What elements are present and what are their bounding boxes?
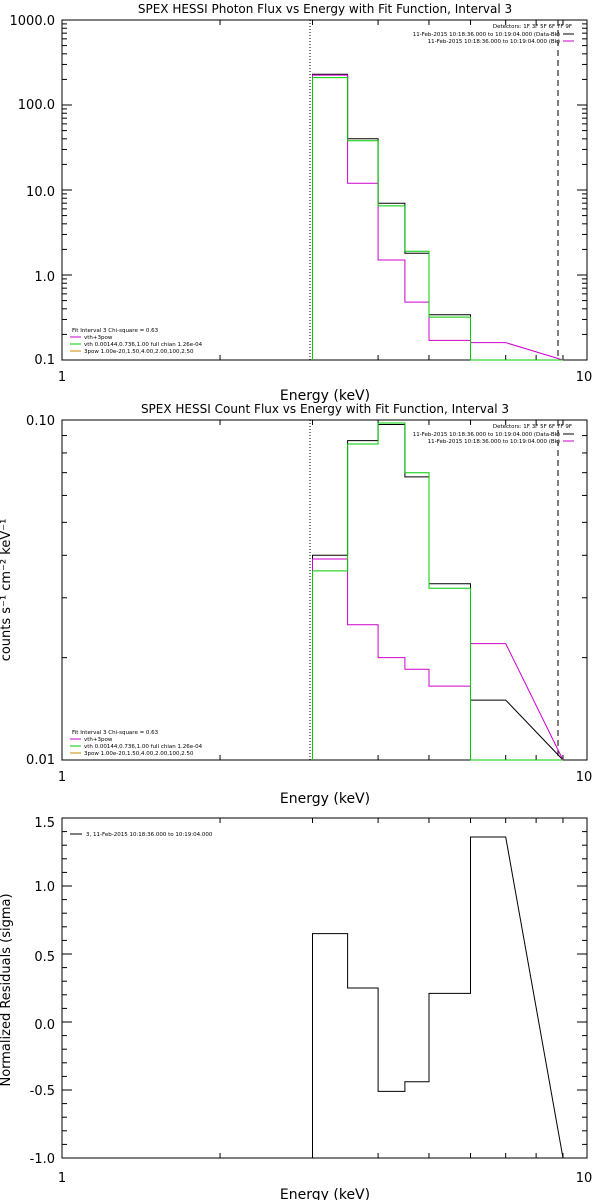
panel-1-series <box>312 73 564 361</box>
panel-2-series <box>312 422 564 761</box>
panel-1-legend-bottom-item-1: vth 0.00144,0.736,1.00 full chian 1.26e-… <box>84 342 203 348</box>
panel-3-xlabel: Energy (keV) <box>280 1187 370 1200</box>
panel-1-title: SPEX HESSI Photon Flux vs Energy with Fi… <box>138 2 512 16</box>
panel-1-xtick-1: 10 <box>576 370 593 385</box>
panel-count-flux: SPEX HESSI Count Flux vs Energy with Fit… <box>0 402 592 807</box>
panel-3-ytick-1: -0.5 <box>30 1084 55 1099</box>
panel-2-ylabel: counts s⁻¹ cm⁻² keV⁻¹ <box>0 519 14 662</box>
panel-3-ytick-2: 0.0 <box>34 1018 55 1033</box>
panel-2-frame <box>61 419 588 761</box>
panel-1-ytick-3: 100.0 <box>18 98 55 113</box>
panel-3-ytick-5: 1.5 <box>34 816 55 831</box>
panel-2-legend-bottom-item-0: vth+3pow <box>84 737 113 743</box>
panel-2-legend-bottom-item-1: vth 0.00144,0.736,1.00 full chian 1.26e-… <box>84 744 203 750</box>
panel-3-series <box>312 836 564 1159</box>
panel-2-ytick-1: 0.10 <box>26 414 55 429</box>
panel-1-ytick-2: 10.0 <box>26 185 55 200</box>
panel-1-legend-bottom-item-0: vth+3pow <box>84 335 113 341</box>
panel-3-legend-top-item-0: 3, 11-Feb-2015 10:18:36.000 to 10:19:04.… <box>86 832 213 838</box>
series-0-step-line <box>312 424 564 761</box>
panel-3-ticks <box>62 817 587 1159</box>
panel-1-frame <box>61 19 588 361</box>
panel-2-legend-bottom-item-2: 3pow 1.00e-20,1.50,4.00,2.00,100,2.50 <box>84 751 194 757</box>
panel-3-ylabel: Normalized Residuals (sigma) <box>0 893 14 1086</box>
series-1-step-line <box>312 558 564 761</box>
panel-residuals: -1.0 -0.5 0.0 0.5 1.0 1.5 1 10 Energy (k… <box>0 816 592 1200</box>
panel-1-xtick-0: 1 <box>58 370 66 385</box>
panel-1-ytick-0: 0.1 <box>34 353 55 368</box>
panel-1-legend-bottom-item-2: 3pow 1.00e-20,1.50,4.00,2.00,100,2.50 <box>84 349 194 355</box>
panel-1-legend-bottom: Fit Interval 3 Chi-square = 0.63 vth+3po… <box>70 328 203 355</box>
panel-1-legend-top-header: Detectors: 1F 3F 5F 6F 7F 9F <box>493 24 572 30</box>
panel-1-legend-top: Detectors: 1F 3F 5F 6F 7F 9F 11-Feb-2015… <box>413 24 574 45</box>
panel-2-legend-top-item-0: 11-Feb-2015 10:18:36.000 to 10:19:04.000… <box>413 432 560 438</box>
series-0-step-line <box>312 836 564 1159</box>
panel-2-xtick-1: 10 <box>576 770 593 785</box>
panel-3-ytick-0: -1.0 <box>30 1152 55 1167</box>
panel-1-ytick-1: 1.0 <box>34 270 55 285</box>
panel-2-ytick-0: 0.01 <box>26 753 55 768</box>
panel-photon-flux: SPEX HESSI Photon Flux vs Energy with Fi… <box>10 2 593 404</box>
panel-2-legend-top: Detectors: 1F 3F 5F 6F 7F 9F 11-Feb-2015… <box>413 424 574 445</box>
panel-2-legend-top-item-1: 11-Feb-2015 10:18:36.000 to 10:19:04.000… <box>428 439 560 445</box>
panel-2-ticks <box>62 419 587 761</box>
panel-1-legend-top-item-1: 11-Feb-2015 10:18:36.000 to 10:19:04.000… <box>428 39 560 45</box>
panel-2-legend-bottom-header: Fit Interval 3 Chi-square = 0.63 <box>72 730 159 736</box>
panel-1-ticks <box>62 19 587 361</box>
panel-3-xtick-1: 10 <box>576 1171 593 1186</box>
panel-1-ytick-4: 1000.0 <box>10 14 56 29</box>
series-2-step-line <box>312 77 563 361</box>
panel-1-xlabel: Energy (keV) <box>280 388 370 404</box>
panel-2-xlabel: Energy (keV) <box>280 791 370 807</box>
panel-3-frame <box>61 817 588 1159</box>
panel-3-ytick-3: 0.5 <box>34 950 55 965</box>
series-2-step-line <box>312 422 563 761</box>
panel-3-ytick-4: 1.0 <box>34 880 55 895</box>
panel-2-legend-bottom: Fit Interval 3 Chi-square = 0.63 vth+3po… <box>70 730 203 757</box>
panel-2-xtick-0: 1 <box>58 770 66 785</box>
panel-3-xtick-0: 1 <box>58 1171 66 1186</box>
panel-2-title: SPEX HESSI Count Flux vs Energy with Fit… <box>141 402 509 416</box>
panel-1-legend-top-item-0: 11-Feb-2015 10:18:36.000 to 10:19:04.000… <box>413 32 560 38</box>
panel-2-legend-top-header: Detectors: 1F 3F 5F 6F 7F 9F <box>493 424 572 430</box>
panel-1-legend-bottom-header: Fit Interval 3 Chi-square = 0.63 <box>72 328 159 334</box>
panel-3-legend-top: 3, 11-Feb-2015 10:18:36.000 to 10:19:04.… <box>70 832 213 838</box>
